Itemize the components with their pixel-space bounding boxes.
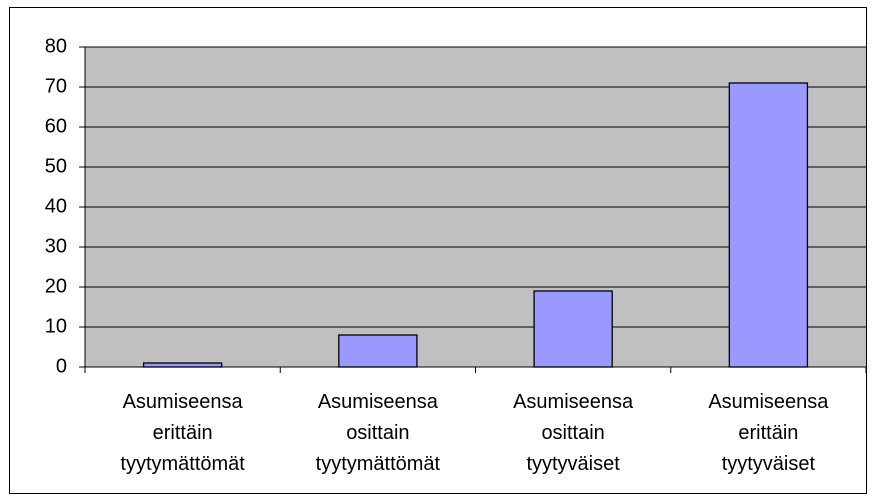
bar <box>533 290 613 368</box>
bar <box>142 362 223 368</box>
y-tick-label: 0 <box>56 355 67 377</box>
y-tick-label: 70 <box>45 75 67 97</box>
y-tick-label: 10 <box>45 315 67 337</box>
x-tick-label: Asumiseensa erittäin tyytyväiset <box>708 391 829 475</box>
x-tick-label: Asumiseensa erittäin tyytymättömät <box>120 391 245 475</box>
x-tick-label: Asumiseensa osittain tyytyväiset <box>513 391 634 475</box>
y-tick-label: 60 <box>45 115 67 137</box>
y-tick-label: 50 <box>45 155 67 177</box>
y-tick-label: 40 <box>45 195 67 217</box>
y-tick-label: 20 <box>45 275 67 297</box>
y-tick-label: 30 <box>45 235 67 257</box>
bar <box>728 82 809 368</box>
y-tick-label: 80 <box>45 35 67 57</box>
x-tick-label: Asumiseensa osittain tyytymättömät <box>315 391 441 475</box>
bar <box>338 334 418 368</box>
